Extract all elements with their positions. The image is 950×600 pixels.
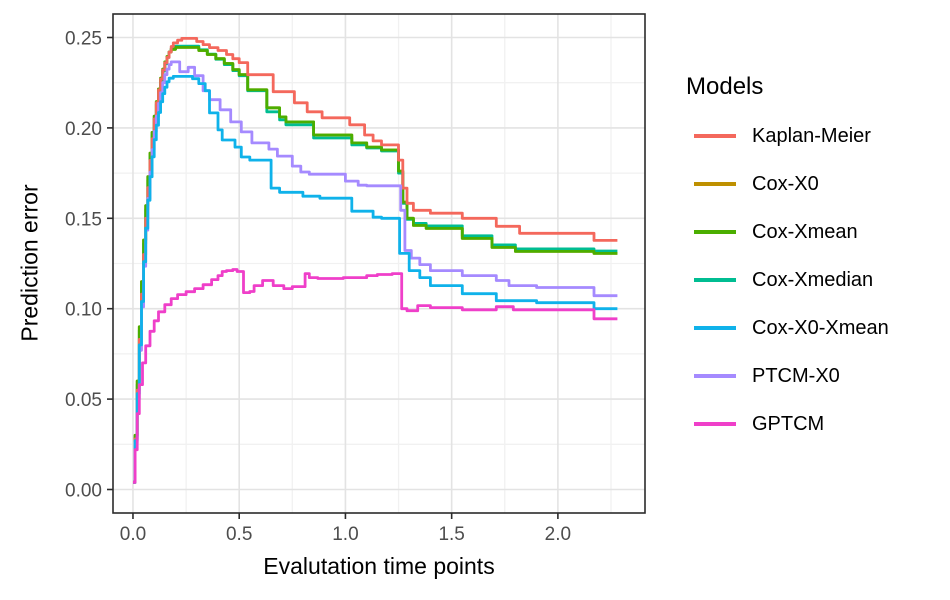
x-axis-title: Evalutation time points — [263, 553, 495, 579]
gptcm-line-swatch-icon — [694, 422, 736, 426]
legend-label: Cox-X0-Xmean — [752, 316, 889, 339]
legend-item-cox-x0-xmean: Cox-X0-Xmean — [686, 304, 889, 352]
legend-label: Kaplan-Meier — [752, 124, 871, 147]
cox-x0-line-swatch-icon — [694, 182, 736, 186]
kaplan-meier-line-swatch-icon — [694, 134, 736, 138]
x-tick-label: 0.5 — [226, 524, 252, 545]
x-tick-label: 2.0 — [545, 524, 571, 545]
x-tick-label: 1.5 — [438, 524, 464, 545]
legend-item-ptcm-x0: PTCM-X0 — [686, 352, 889, 400]
cox-xmedian-line-swatch-icon — [694, 278, 736, 282]
legend-label: Cox-Xmean — [752, 220, 858, 243]
y-axis-title: Prediction error — [16, 184, 43, 342]
legend-item-kaplan-meier: Kaplan-Meier — [686, 112, 889, 160]
x-tick-label: 1.0 — [332, 524, 358, 545]
y-tick-label: 0.20 — [65, 119, 102, 140]
legend-item-gptcm: GPTCM — [686, 400, 889, 448]
y-tick-label: 0.25 — [65, 29, 102, 50]
y-tick-label: 0.10 — [65, 300, 102, 321]
legend-label: GPTCM — [752, 412, 825, 435]
legend-item-cox-x0: Cox-X0 — [686, 160, 889, 208]
panel-border — [112, 13, 646, 514]
y-tick-label: 0.15 — [65, 209, 102, 230]
y-tick-label: 0.05 — [65, 390, 102, 411]
legend-label: Cox-Xmedian — [752, 268, 874, 291]
cox-xmean-line-swatch-icon — [694, 230, 736, 234]
cox-x0-xmean-line-swatch-icon — [694, 326, 736, 330]
ptcm-x0-line-swatch-icon — [694, 374, 736, 378]
legend-label: PTCM-X0 — [752, 364, 840, 387]
x-tick-label: 0.0 — [120, 524, 146, 545]
legend: Models Kaplan-Meier Cox-X0 Cox-Xmean Cox… — [686, 72, 889, 448]
legend-label: Cox-X0 — [752, 172, 819, 195]
legend-item-cox-xmean: Cox-Xmean — [686, 208, 889, 256]
series-line-cox-x0-xmean — [133, 75, 618, 484]
series-line-gptcm — [133, 268, 618, 484]
legend-title: Models — [686, 73, 764, 100]
legend-item-cox-xmedian: Cox-Xmedian — [686, 256, 889, 304]
y-tick-label: 0.00 — [65, 480, 102, 501]
